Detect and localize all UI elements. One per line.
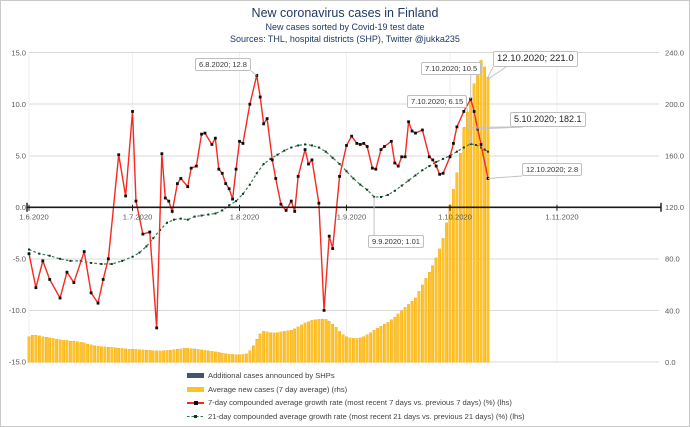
svg-text:1.9.2020: 1.9.2020 [337,213,367,222]
chart-legend: Additional cases announced by SHPs Avera… [187,369,525,423]
x-axis [26,202,662,212]
growth-21d-line [28,142,489,265]
svg-text:1.8.2020: 1.8.2020 [230,213,260,222]
legend-item-shp-bars: Additional cases announced by SHPs [187,369,525,383]
annotation-leaders [250,66,524,235]
legend-label: 7-day compounded average growth rate (mo… [208,398,512,408]
svg-text:40.0: 40.0 [665,306,680,315]
annotation-callout: 9.9.2020; 1.01 [368,235,424,249]
gold-bar-swatch-icon [187,385,204,394]
svg-text:200.0: 200.0 [665,100,684,109]
legend-label: Average new cases (7 day average) (rhs) [208,384,348,394]
svg-text:0.0: 0.0 [665,358,676,367]
legend-label: 21-day compounded average growth rate (m… [208,411,525,421]
legend-item-7day-growth: 7-day compounded average growth rate (mo… [187,396,525,410]
annotation-callout: 6.8.2020; 12.8 [195,58,251,72]
annotation-callout: 12.10.2020; 221.0 [493,51,578,67]
svg-text:0.0: 0.0 [15,203,26,212]
legend-item-21day-growth: 21-day compounded average growth rate (m… [187,410,525,424]
green-line-swatch-icon [187,412,204,421]
svg-text:10.0: 10.0 [11,100,26,109]
svg-text:-15.0: -15.0 [9,358,26,367]
svg-text:1.10.2020: 1.10.2020 [438,213,472,222]
svg-text:1.7.2020: 1.7.2020 [123,213,153,222]
chart-source: Sources: THL, hospital districts (SHP), … [230,34,460,44]
svg-text:240.0: 240.0 [665,48,684,57]
svg-text:120.0: 120.0 [665,203,684,212]
chart-title: New coronavirus cases in Finland [251,6,439,20]
svg-text:1.6.2020: 1.6.2020 [19,213,49,222]
annotation-callout: 5.10.2020; 182.1 [510,112,586,128]
shp-bar-swatch-icon [187,371,204,380]
annotation-callout: 7.10.2020; 10.5 [421,62,482,76]
svg-text:-10.0: -10.0 [9,306,26,315]
legend-item-avg-cases: Average new cases (7 day average) (rhs) [187,383,525,397]
svg-text:1.11.2020: 1.11.2020 [545,213,578,222]
legend-label: Additional cases announced by SHPs [208,371,335,381]
axis-labels: 15.0 10.0 5.0 0.0 -5.0 -10.0 -15.0 240.0 200.0 16… [9,48,684,367]
svg-text:160.0: 160.0 [665,152,684,161]
annotation-callout: 12.10.2020; 2.8 [522,163,583,177]
svg-text:80.0: 80.0 [665,255,680,264]
svg-text:-5.0: -5.0 [13,254,26,263]
svg-text:5.0: 5.0 [15,151,26,160]
average-new-cases-bars [27,60,490,363]
chart-subtitle: New cases sorted by Covid-19 test date [265,22,425,32]
growth-7d-line [27,73,490,330]
red-line-swatch-icon [187,398,204,407]
svg-text:15.0: 15.0 [11,48,26,57]
annotation-callout: 7.10.2020; 6.15 [407,95,468,109]
